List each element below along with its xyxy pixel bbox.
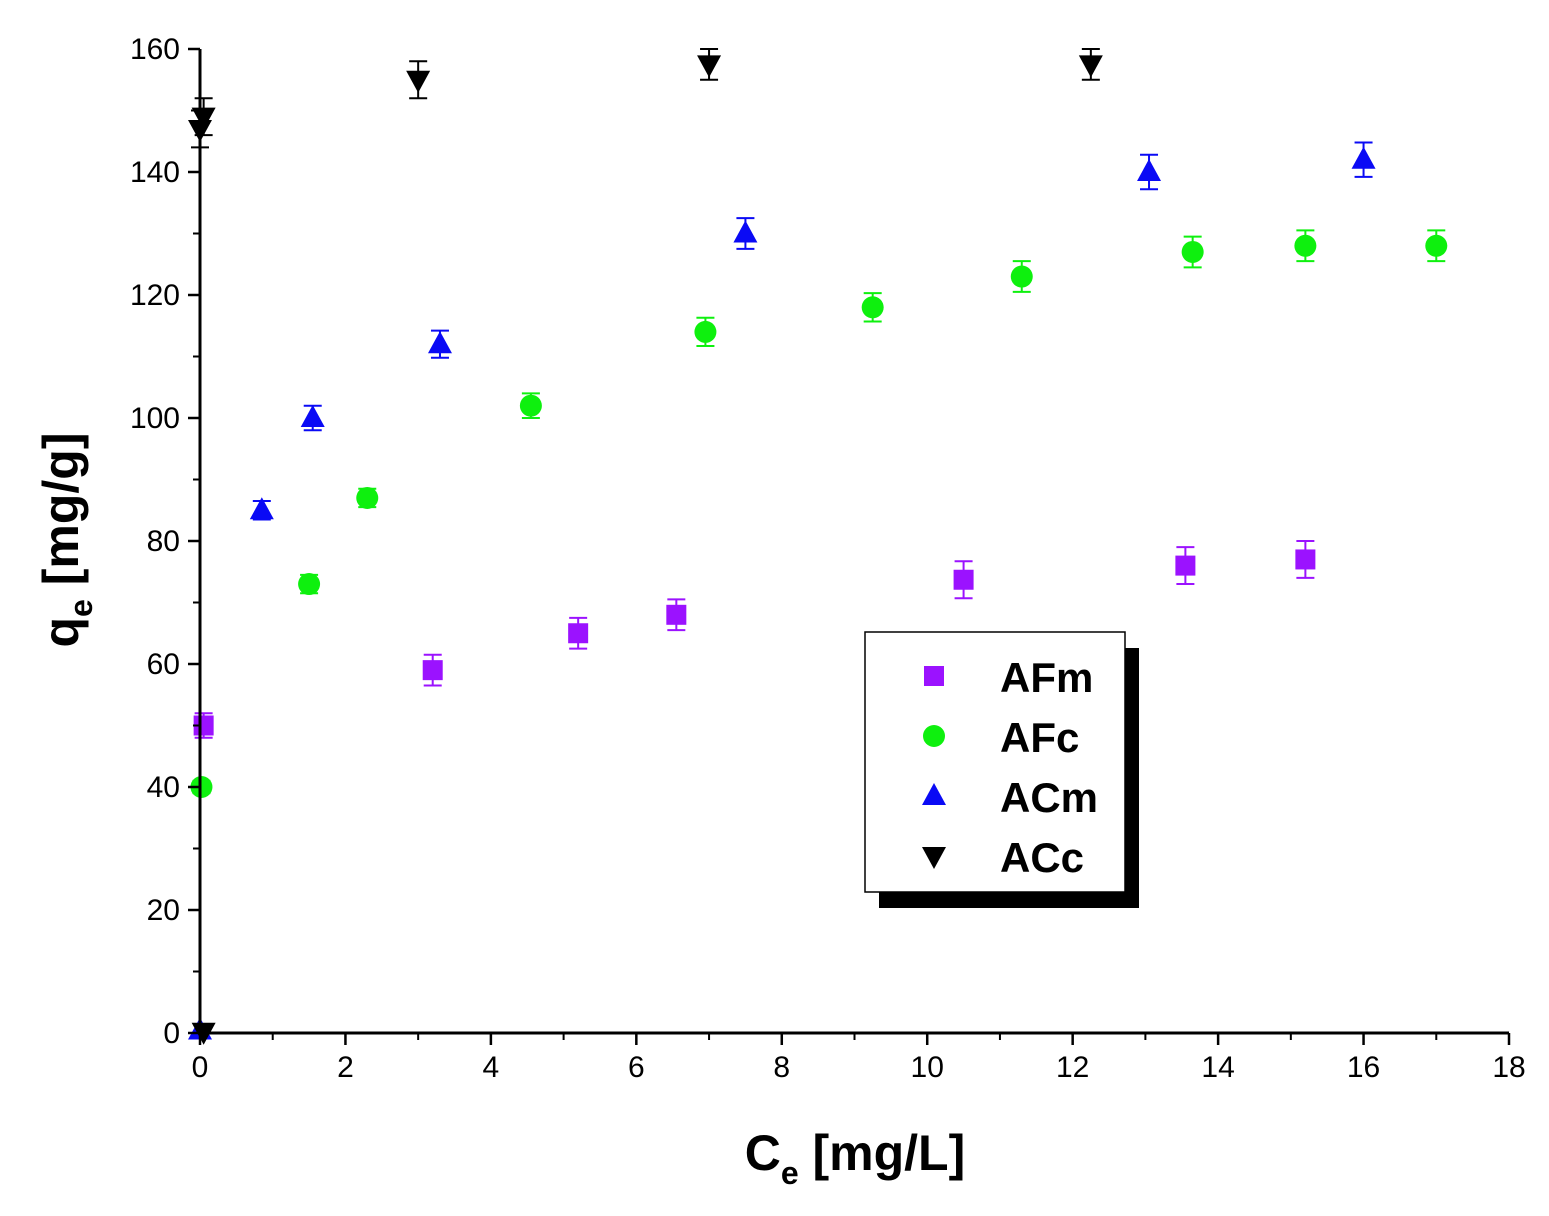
x-tick-label-0: 0 (192, 1051, 209, 1084)
data-point-afc-2 (356, 486, 379, 509)
y-tick-label-80: 80 (147, 525, 180, 558)
y-axis-title-unit: [mg/g] (33, 433, 89, 600)
x-tick-label-6: 6 (628, 1051, 645, 1084)
legend-marker-acm (922, 783, 946, 805)
data-point-acc-5 (1078, 55, 1103, 78)
data-point-acm-3 (427, 331, 452, 354)
y-axis-title-sub: e (63, 599, 99, 617)
legend: AFm AFc ACm ACc (864, 631, 1139, 908)
x-axis-title-main: C (745, 1125, 781, 1181)
x-tick-label-16: 16 (1347, 1051, 1380, 1084)
y-axis-title: qe [mg/g] (33, 433, 99, 648)
data-point-afc-4 (694, 320, 717, 343)
data-point-afm-4 (953, 569, 974, 590)
x-axis-title-unit: [mg/L] (799, 1125, 966, 1181)
series-afc (190, 229, 1448, 798)
x-tick-label-4: 4 (483, 1051, 500, 1084)
data-point-afc-3 (519, 394, 542, 417)
data-point-acm-4 (733, 220, 758, 243)
data-point-afm-3 (666, 604, 687, 625)
data-point-afm-5 (1175, 555, 1196, 576)
data-point-afc-6 (1010, 265, 1033, 288)
data-point-acm-6 (1351, 146, 1376, 169)
x-tick-label-12: 12 (1056, 1051, 1089, 1084)
legend-box (864, 631, 1126, 893)
legend-marker-acc (922, 847, 946, 869)
series-afm (193, 540, 1316, 739)
y-tick-label-100: 100 (130, 402, 180, 435)
x-tick-label-14: 14 (1201, 1051, 1234, 1084)
x-tick-label-8: 8 (773, 1051, 790, 1084)
data-point-afm-6 (1295, 549, 1316, 570)
legend-label-acm: ACm (1000, 774, 1098, 821)
legend-marker-afc (923, 725, 945, 747)
data-point-afc-8 (1294, 234, 1317, 257)
x-axis-title-sub: e (781, 1155, 799, 1191)
data-point-afc-5 (861, 296, 884, 319)
data-point-afc-7 (1181, 240, 1204, 263)
data-point-acm-5 (1137, 159, 1162, 181)
data-point-acc-2 (191, 107, 216, 130)
y-tick-label-20: 20 (147, 894, 180, 927)
legend-label-afc: AFc (1000, 714, 1079, 761)
data-point-afc-1 (298, 573, 321, 596)
y-axis-title-main: q (33, 617, 89, 648)
y-tick-label-40: 40 (147, 771, 180, 804)
series-acm (188, 141, 1376, 1040)
plot-area (188, 48, 1448, 1045)
data-point-afm-1 (422, 660, 443, 681)
y-tick-label-140: 140 (130, 156, 180, 189)
data-point-acm-2 (300, 405, 325, 427)
data-point-acc-4 (697, 55, 722, 78)
data-point-acc-3 (406, 70, 431, 93)
data-point-afc-9 (1425, 234, 1448, 257)
x-tick-label-2: 2 (337, 1051, 354, 1084)
legend-label-acc: ACc (1000, 834, 1084, 881)
y-tick-label-160: 160 (130, 33, 180, 66)
data-point-afm-2 (568, 623, 589, 644)
x-tick-label-18: 18 (1492, 1051, 1525, 1084)
data-point-acm-1 (249, 497, 274, 520)
y-tick-label-120: 120 (130, 279, 180, 312)
y-tick-label-0: 0 (163, 1017, 180, 1050)
legend-label-afm: AFm (1000, 654, 1093, 701)
x-tick-label-10: 10 (911, 1051, 944, 1084)
x-axis: 0 2 4 6 8 10 12 14 16 18 (192, 1031, 1526, 1084)
y-axis: 0 20 40 60 80 100 120 140 160 (130, 33, 202, 1050)
legend-marker-afm (924, 666, 944, 686)
x-axis-title: Ce [mg/L] (745, 1125, 966, 1191)
y-tick-label-60: 60 (147, 648, 180, 681)
